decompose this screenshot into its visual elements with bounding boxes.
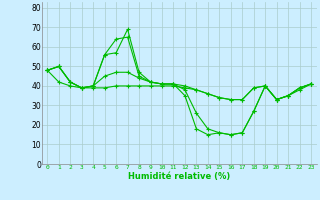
X-axis label: Humidité relative (%): Humidité relative (%) xyxy=(128,172,230,181)
